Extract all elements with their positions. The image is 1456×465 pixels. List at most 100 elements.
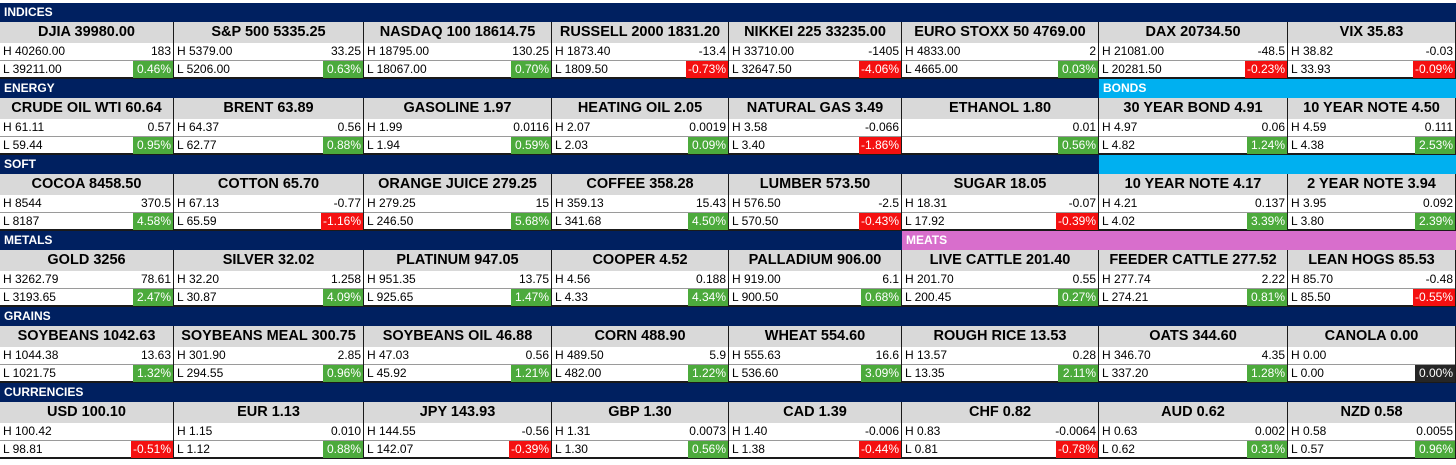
ticker-cell-dax[interactable]: DAX 20734.50 H 21081.00 -48.5 L 20281.50 -0.… bbox=[1099, 22, 1288, 79]
ticker-title: HEATING OIL 2.05 bbox=[552, 98, 728, 119]
ticker-cell-gold[interactable]: GOLD 3256 H 3262.79 78.61 L 3193.65 2.47% bbox=[0, 250, 174, 307]
ticker-cell-nzd[interactable]: NZD 0.58 H 0.58 0.0055 L 0.57 0.96% bbox=[1288, 402, 1456, 459]
ticker-cell-russell-2000[interactable]: RUSSELL 2000 1831.20 H 1873.40 -13.4 L 1809… bbox=[552, 22, 729, 79]
ticker-cell-10-year-note[interactable]: 10 YEAR NOTE 4.50 H 4.59 0.111 L 4.38 2.53% bbox=[1288, 98, 1456, 155]
ticker-cell-usd[interactable]: USD 100.10 H 100.42 L 98.81 -0.51% bbox=[0, 402, 174, 459]
ticker-cell-brent[interactable]: BRENT 63.89 H 64.37 0.56 L 62.77 0.88% bbox=[174, 98, 364, 155]
ticker-cell-2-year-note[interactable]: 2 YEAR NOTE 3.94 H 3.95 0.092 L 3.80 2.39% bbox=[1288, 174, 1456, 231]
ticker-cell-s-p-500[interactable]: S&P 500 5335.25 H 5379.00 33.25 L 5206.00 0.… bbox=[174, 22, 364, 79]
ticker-cell-10-year-note[interactable]: 10 YEAR NOTE 4.17 H 4.21 0.137 L 4.02 3.39% bbox=[1099, 174, 1288, 231]
ticker-title: CHF 0.82 bbox=[902, 402, 1098, 423]
ticker-cell-gbp[interactable]: GBP 1.30 H 1.31 0.0073 L 1.30 0.56% bbox=[552, 402, 729, 459]
ticker-cell-crude-oil-wti[interactable]: CRUDE OIL WTI 60.64 H 61.11 0.57 L 59.44 0.9… bbox=[0, 98, 174, 155]
ticker-cell-djia[interactable]: DJIA 39980.00 H 40260.00 183 L 39211.00 0.46… bbox=[0, 22, 174, 79]
ticker-cell-30-year-bond[interactable]: 30 YEAR BOND 4.91 H 4.97 0.06 L 4.82 1.24% bbox=[1099, 98, 1288, 155]
change-value: -48.5 bbox=[1257, 44, 1285, 58]
ticker-cell-cooper[interactable]: COOPER 4.52 H 4.56 0.188 L 4.33 4.34% bbox=[552, 250, 729, 307]
ticker-cell-wheat[interactable]: WHEAT 554.60 H 555.63 16.6 L 536.60 3.09% bbox=[729, 326, 902, 383]
high-row: H 201.70 0.55 bbox=[902, 271, 1098, 288]
section-header-energy: ENERGY bbox=[0, 79, 1099, 98]
ticker-title: WHEAT 554.60 bbox=[729, 326, 901, 347]
high-row: H 279.25 15 bbox=[364, 195, 551, 212]
high-value: H 67.13 bbox=[177, 196, 220, 210]
percent-change-badge: 3.39% bbox=[1247, 213, 1287, 230]
high-row: H 144.55 -0.56 bbox=[364, 423, 551, 440]
low-value: L 59.44 bbox=[3, 138, 43, 152]
high-row: H 47.03 0.56 bbox=[364, 347, 551, 364]
percent-change-badge: 4.50% bbox=[688, 213, 728, 230]
change-value: 0.57 bbox=[147, 120, 171, 134]
low-value: L 200.45 bbox=[905, 290, 952, 304]
high-row: H 18795.00 130.25 bbox=[364, 43, 551, 60]
ticker-cell-live-cattle[interactable]: LIVE CATTLE 201.40 H 201.70 0.55 L 200.45 0.… bbox=[902, 250, 1099, 307]
high-value: H 359.13 bbox=[555, 196, 604, 210]
ticker-cell-euro-stoxx-50[interactable]: EURO STOXX 50 4769.00 H 4833.00 2 L 4665.00… bbox=[902, 22, 1099, 79]
high-row: H 4.56 0.188 bbox=[552, 271, 728, 288]
ticker-cell-cad[interactable]: CAD 1.39 H 1.40 -0.006 L 1.38 -0.44% bbox=[729, 402, 902, 459]
ticker-cell-nasdaq-100[interactable]: NASDAQ 100 18614.75 H 18795.00 130.25 L 180… bbox=[364, 22, 552, 79]
ticker-cell-jpy[interactable]: JPY 143.93 H 144.55 -0.56 L 142.07 -0.39% bbox=[364, 402, 552, 459]
ticker-cell-aud[interactable]: AUD 0.62 H 0.63 0.002 L 0.62 0.31% bbox=[1099, 402, 1288, 459]
ticker-title: COTTON 65.70 bbox=[174, 174, 363, 195]
high-value: H 951.35 bbox=[367, 272, 416, 286]
low-value: L 1.94 bbox=[367, 138, 400, 152]
ticker-cell-feeder-cattle[interactable]: FEEDER CATTLE 277.52 H 277.74 2.22 L 274.21… bbox=[1099, 250, 1288, 307]
ticker-cell-rough-rice[interactable]: ROUGH RICE 13.53 H 13.57 0.28 L 13.35 2.11% bbox=[902, 326, 1099, 383]
high-row: H 277.74 2.22 bbox=[1099, 271, 1287, 288]
percent-change-badge: -0.78% bbox=[1055, 441, 1098, 458]
ticker-cell-heating-oil[interactable]: HEATING OIL 2.05 H 2.07 0.0019 L 2.03 0.09% bbox=[552, 98, 729, 155]
change-value: 2.22 bbox=[1261, 272, 1285, 286]
percent-change-badge: 0.96% bbox=[1415, 441, 1455, 458]
ticker-cell-gasoline[interactable]: GASOLINE 1.97 H 1.99 0.0116 L 1.94 0.59% bbox=[364, 98, 552, 155]
change-value: -13.4 bbox=[698, 44, 726, 58]
ticker-cell-soybeans-meal[interactable]: SOYBEANS MEAL 300.75 H 301.90 2.85 L 294.55… bbox=[174, 326, 364, 383]
percent-change-badge: 1.32% bbox=[133, 365, 173, 382]
ticker-cell-soybeans[interactable]: SOYBEANS 1042.63 H 1044.38 13.63 L 1021.75 1… bbox=[0, 326, 174, 383]
section-header-meats: MEATS bbox=[902, 231, 1456, 250]
ticker-title: 10 YEAR NOTE 4.50 bbox=[1288, 98, 1455, 119]
ticker-cell-oats[interactable]: OATS 344.60 H 346.70 4.35 L 337.20 1.28% bbox=[1099, 326, 1288, 383]
low-value: L 925.65 bbox=[367, 290, 414, 304]
ticker-cell-palladium[interactable]: PALLADIUM 906.00 H 919.00 6.1 L 900.50 0.68% bbox=[729, 250, 902, 307]
ticker-cell-orange-juice[interactable]: ORANGE JUICE 279.25 H 279.25 15 L 246.50 5.6… bbox=[364, 174, 552, 231]
section-header-grains: GRAINS bbox=[0, 307, 1456, 326]
ticker-cell-lean-hogs[interactable]: LEAN HOGS 85.53 H 85.70 -0.48 L 85.50 -0.55% bbox=[1288, 250, 1456, 307]
ticker-cell-nikkei-225[interactable]: NIKKEI 225 33235.00 H 33710.00 -1405 L 3264… bbox=[729, 22, 902, 79]
ticker-cell-cotton[interactable]: COTTON 65.70 H 67.13 -0.77 L 65.59 -1.16% bbox=[174, 174, 364, 231]
ticker-title: JPY 143.93 bbox=[364, 402, 551, 423]
low-value: L 900.50 bbox=[732, 290, 779, 304]
change-value: -0.56 bbox=[521, 424, 549, 438]
change-value: 0.01 bbox=[1072, 120, 1096, 134]
percent-change-badge: 0.46% bbox=[133, 61, 173, 78]
ticker-cell-vix[interactable]: VIX 35.83 H 38.82 -0.03 L 33.93 -0.09% bbox=[1288, 22, 1456, 79]
low-value: L 13.35 bbox=[905, 366, 945, 380]
low-value: L 65.59 bbox=[177, 214, 217, 228]
ticker-cell-cocoa[interactable]: COCOA 8458.50 H 8544 370.5 L 8187 4.58% bbox=[0, 174, 174, 231]
ticker-cell-sugar[interactable]: SUGAR 18.05 H 18.31 -0.07 L 17.92 -0.39% bbox=[902, 174, 1099, 231]
ticker-cell-chf[interactable]: CHF 0.82 H 0.83 -0.0064 L 0.81 -0.78% bbox=[902, 402, 1099, 459]
high-value: H 5379.00 bbox=[177, 44, 233, 58]
change-value: -0.006 bbox=[864, 424, 899, 438]
percent-change-badge: -0.55% bbox=[1412, 289, 1455, 306]
high-row: H 4833.00 2 bbox=[902, 43, 1098, 60]
percent-change-badge: -0.39% bbox=[1055, 213, 1098, 230]
change-value: -2.5 bbox=[878, 196, 899, 210]
ticker-cell-platinum[interactable]: PLATINUM 947.05 H 951.35 13.75 L 925.65 1.47… bbox=[364, 250, 552, 307]
ticker-title: CANOLA 0.00 bbox=[1288, 326, 1455, 347]
ticker-cell-lumber[interactable]: LUMBER 573.50 H 576.50 -2.5 L 570.50 -0.43% bbox=[729, 174, 902, 231]
ticker-cell-corn[interactable]: CORN 488.90 H 489.50 5.9 L 482.00 1.22% bbox=[552, 326, 729, 383]
ticker-cell-silver[interactable]: SILVER 32.02 H 32.20 1.258 L 30.87 4.09% bbox=[174, 250, 364, 307]
low-value: L 4.33 bbox=[555, 290, 588, 304]
ticker-cell-coffee[interactable]: COFFEE 358.28 H 359.13 15.43 L 341.68 4.50% bbox=[552, 174, 729, 231]
ticker-cell-eur[interactable]: EUR 1.13 H 1.15 0.010 L 1.12 0.88% bbox=[174, 402, 364, 459]
low-value: L 32647.50 bbox=[732, 62, 792, 76]
high-value: H 301.90 bbox=[177, 348, 226, 362]
ticker-title: AUD 0.62 bbox=[1099, 402, 1287, 423]
high-value: H 21081.00 bbox=[1102, 44, 1165, 58]
ticker-cell-canola[interactable]: CANOLA 0.00 H 0.00 L 0.00 0.00% bbox=[1288, 326, 1456, 383]
high-value: H 32.20 bbox=[177, 272, 220, 286]
low-row: L 8187 4.58% bbox=[0, 212, 173, 230]
ticker-cell-ethanol[interactable]: ETHANOL 1.80 0.01 0.56% bbox=[902, 98, 1099, 155]
ticker-cell-soybeans-oil[interactable]: SOYBEANS OIL 46.88 H 47.03 0.56 L 45.92 1.21… bbox=[364, 326, 552, 383]
ticker-cell-natural-gas[interactable]: NATURAL GAS 3.49 H 3.58 -0.066 L 3.40 -1.86% bbox=[729, 98, 902, 155]
